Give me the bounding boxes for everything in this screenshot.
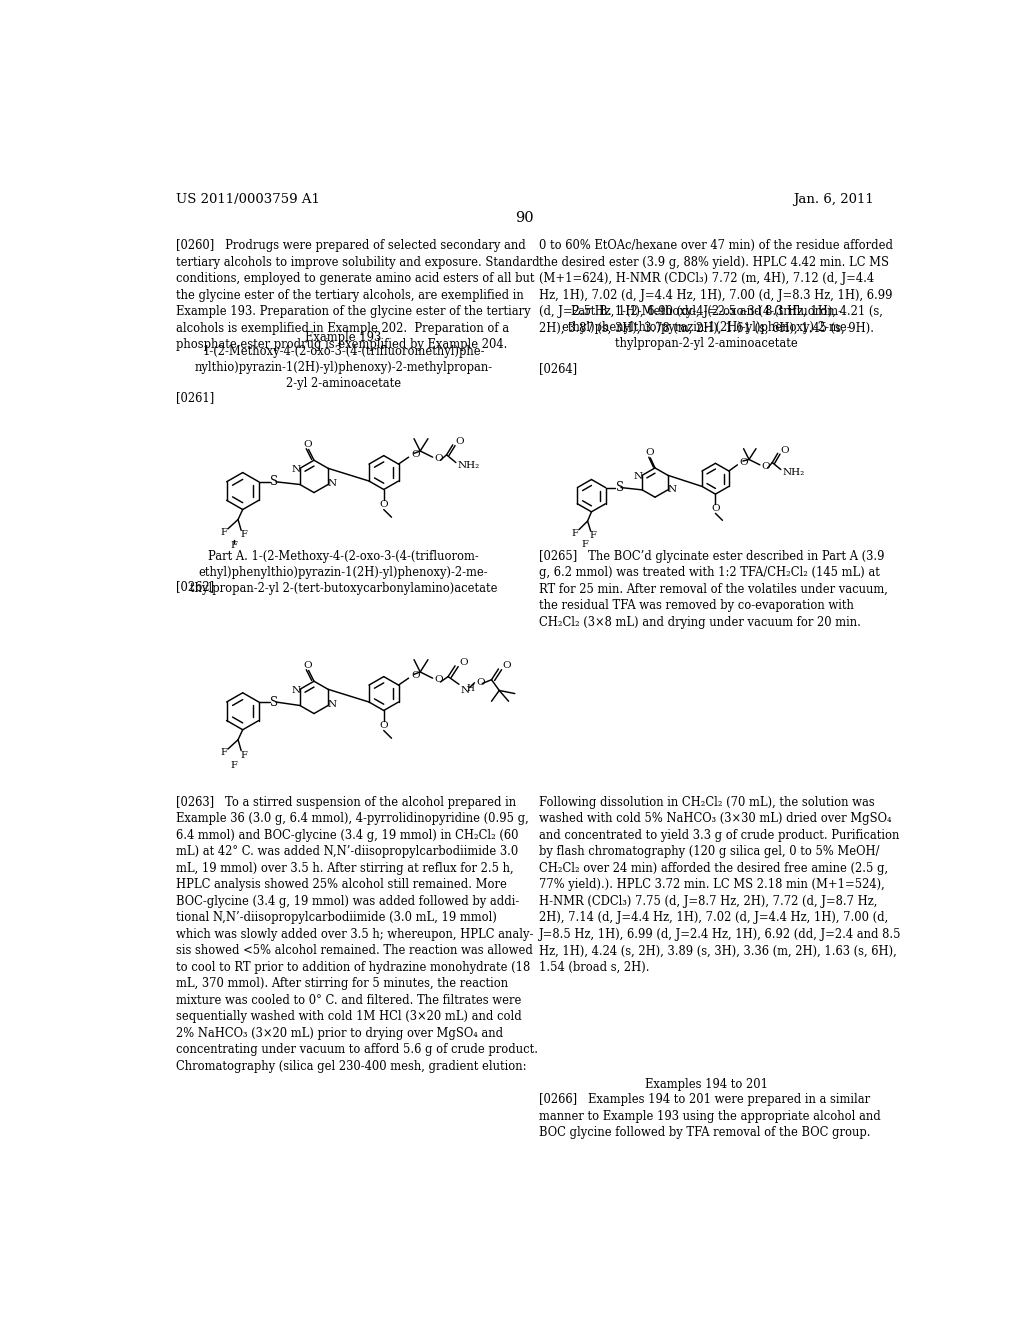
Text: O: O	[762, 462, 770, 471]
Text: O: O	[380, 722, 388, 730]
Text: F: F	[581, 540, 588, 549]
Text: N: N	[328, 700, 337, 709]
Text: F: F	[220, 748, 227, 758]
Text: F: F	[240, 751, 247, 759]
Text: F: F	[571, 529, 579, 537]
Text: N: N	[667, 484, 676, 494]
Text: Following dissolution in CH₂Cl₂ (70 mL), the solution was
washed with cold 5% Na: Following dissolution in CH₂Cl₂ (70 mL),…	[539, 796, 901, 974]
Text: [0262]: [0262]	[176, 581, 214, 594]
Text: O: O	[303, 660, 312, 669]
Text: S: S	[270, 696, 279, 709]
Text: O: O	[476, 678, 484, 688]
Text: O: O	[503, 661, 511, 671]
Text: N: N	[292, 685, 301, 694]
Text: NH₂: NH₂	[458, 461, 479, 470]
Text: O: O	[459, 659, 468, 667]
Text: US 2011/0003759 A1: US 2011/0003759 A1	[176, 193, 319, 206]
Text: Example 193: Example 193	[305, 331, 382, 345]
Text: O: O	[780, 446, 790, 454]
Text: NH₂: NH₂	[782, 469, 805, 477]
Text: [0261]: [0261]	[176, 391, 214, 404]
Text: 1-(2-Methoxy-4-(2-oxo-3-(4-(trifluoromethyl)phe-
nylthio)pyrazin-1(2H)-yl)phenox: 1-(2-Methoxy-4-(2-oxo-3-(4-(trifluoromet…	[195, 345, 493, 389]
Text: S: S	[615, 480, 624, 494]
Text: F: F	[220, 528, 227, 537]
Text: [0263]   To a stirred suspension of the alcohol prepared in
Example 36 (3.0 g, 6: [0263] To a stirred suspension of the al…	[176, 796, 538, 1073]
Text: O: O	[456, 437, 465, 446]
Text: O: O	[645, 447, 654, 457]
Text: Examples 194 to 201: Examples 194 to 201	[645, 1077, 768, 1090]
Text: O: O	[380, 500, 388, 510]
Text: F: F	[230, 541, 238, 550]
Text: [0260]   Prodrugs were prepared of selected secondary and
tertiary alcohols to i: [0260] Prodrugs were prepared of selecte…	[176, 239, 540, 351]
Text: O: O	[739, 458, 749, 467]
Text: H: H	[467, 684, 474, 693]
Text: Jan. 6, 2011: Jan. 6, 2011	[793, 193, 873, 206]
Text: F: F	[590, 531, 596, 540]
Text: O: O	[303, 440, 312, 449]
Text: F: F	[240, 531, 247, 540]
Text: O: O	[434, 676, 442, 684]
Text: [0266]   Examples 194 to 201 were prepared in a similar
manner to Example 193 us: [0266] Examples 194 to 201 were prepared…	[539, 1093, 881, 1139]
Text: [0264]: [0264]	[539, 362, 577, 375]
Text: Part A. 1-(2-Methoxy-4-(2-oxo-3-(4-(trifluorom-
ethyl)phenylthio)pyrazin-1(2H)-y: Part A. 1-(2-Methoxy-4-(2-oxo-3-(4-(trif…	[189, 549, 498, 594]
Text: N: N	[292, 465, 301, 474]
Text: S: S	[270, 475, 279, 488]
Text: N: N	[328, 479, 337, 488]
Text: Part B. 1-(2-Methoxy-4-(2-oxo-3-(4-(trifluorom-
ethyl)phenylthio)pyrazin-1(2H)-y: Part B. 1-(2-Methoxy-4-(2-oxo-3-(4-(trif…	[561, 305, 851, 350]
Text: O: O	[711, 504, 720, 513]
Text: 0 to 60% EtOAc/hexane over 47 min) of the residue afforded
the desired ester (3.: 0 to 60% EtOAc/hexane over 47 min) of th…	[539, 239, 893, 335]
Text: N: N	[461, 686, 470, 694]
Text: [0265]   The BOC’d glycinate ester described in Part A (3.9
g, 6.2 mmol) was tre: [0265] The BOC’d glycinate ester describ…	[539, 549, 888, 628]
Text: O: O	[411, 672, 420, 680]
Text: O: O	[434, 454, 442, 463]
Text: O: O	[411, 450, 420, 459]
Text: 90: 90	[515, 211, 535, 224]
Text: F: F	[230, 762, 238, 771]
Text: N: N	[634, 471, 643, 480]
